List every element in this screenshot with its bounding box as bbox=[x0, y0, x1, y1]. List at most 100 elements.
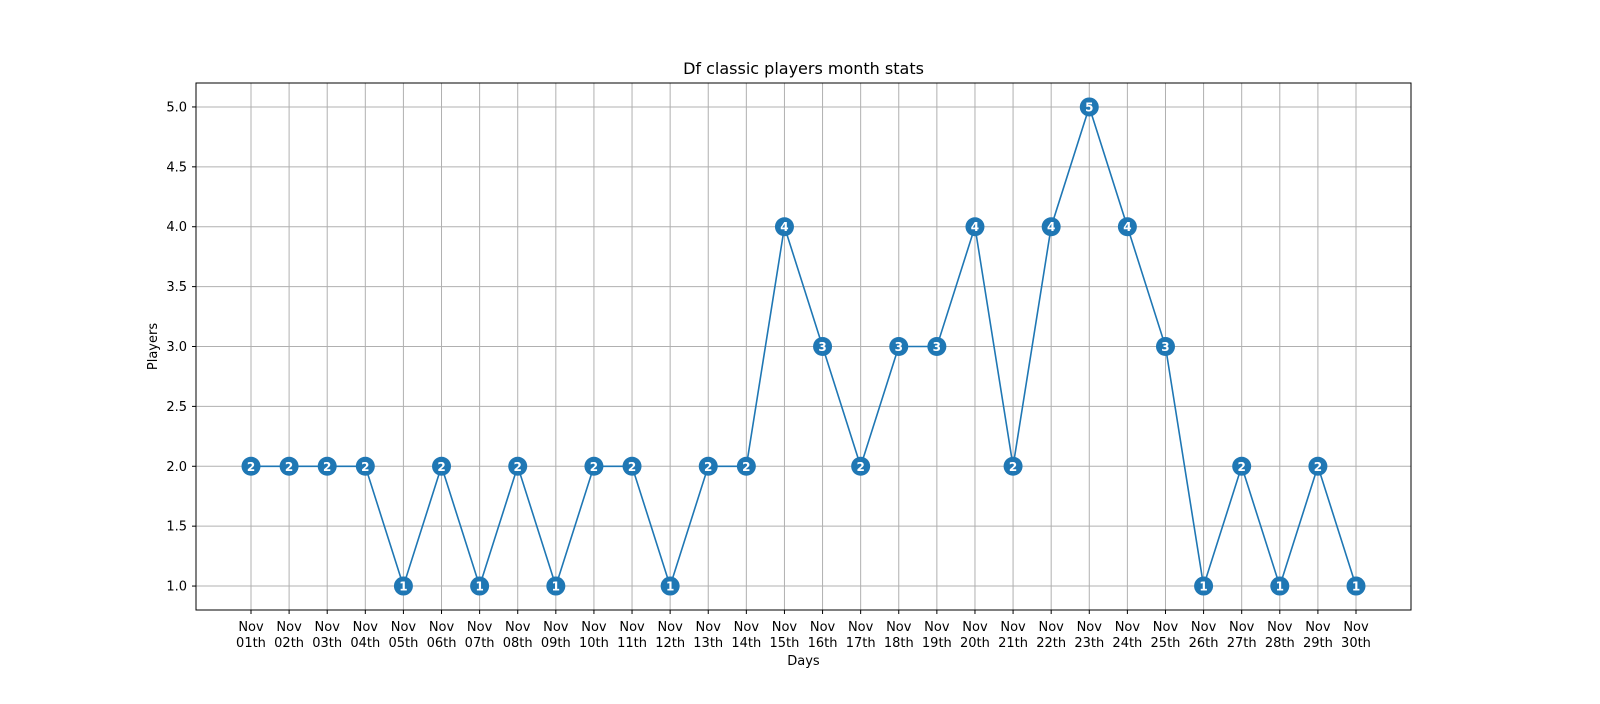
x-tick-label: Nov 13th bbox=[693, 620, 723, 651]
data-point-marker bbox=[889, 337, 909, 356]
series-line bbox=[251, 104, 1357, 589]
grid bbox=[196, 83, 1411, 610]
data-point-marker bbox=[432, 456, 452, 476]
x-tick-label: Nov 16th bbox=[808, 620, 838, 651]
data-label: 3 bbox=[933, 340, 941, 354]
data-point: 1 bbox=[546, 576, 566, 596]
data-label: 2 bbox=[323, 460, 331, 474]
y-tick-label: 4.0 bbox=[166, 220, 187, 235]
y-tick-label: 2.0 bbox=[166, 460, 187, 475]
data-points-layer: 2 2 2 2 1 2 1 2 1 2 2 1 2 2 4 3 2 3 3 4 2 4 5 4 3 1 2 1 2 1 bbox=[241, 97, 1366, 596]
data-label: 4 bbox=[780, 220, 788, 234]
data-label: 2 bbox=[361, 460, 369, 474]
data-label: 3 bbox=[1161, 340, 1169, 354]
x-tick-label: Nov 14th bbox=[731, 620, 761, 651]
x-tick-label: Nov 19th bbox=[922, 620, 952, 651]
data-point-marker bbox=[736, 456, 756, 476]
data-point-marker bbox=[1308, 456, 1328, 476]
data-point: 4 bbox=[774, 217, 794, 237]
x-tick-label: Nov 03th bbox=[312, 620, 342, 651]
data-point: 2 bbox=[317, 456, 337, 476]
data-point: 1 bbox=[1346, 576, 1366, 596]
data-label: 2 bbox=[856, 460, 864, 474]
data-point: 4 bbox=[1117, 217, 1137, 237]
data-point-marker bbox=[241, 456, 261, 476]
x-tick-label: Nov 06th bbox=[427, 620, 457, 651]
data-point: 4 bbox=[965, 217, 985, 237]
x-tick-label: Nov 05th bbox=[388, 620, 418, 651]
y-tick-label: 2.5 bbox=[166, 400, 187, 415]
data-point-marker bbox=[355, 456, 375, 476]
x-tick-label: Nov 28th bbox=[1265, 620, 1295, 651]
x-tick-label: Nov 29th bbox=[1303, 620, 1333, 651]
y-tick-label: 1.0 bbox=[166, 580, 187, 595]
y-tick-label: 5.0 bbox=[166, 100, 187, 115]
x-tick-label: Nov 11th bbox=[617, 620, 647, 651]
data-point-marker bbox=[927, 337, 947, 356]
x-tick-label: Nov 18th bbox=[884, 620, 914, 651]
x-tick-label: Nov 22th bbox=[1036, 620, 1066, 651]
x-tick-label: Nov 17th bbox=[846, 620, 876, 651]
data-point-marker bbox=[584, 456, 604, 476]
data-point: 3 bbox=[889, 337, 909, 356]
y-tick-label: 3.5 bbox=[166, 280, 187, 295]
data-label: 2 bbox=[285, 460, 293, 474]
data-label: 2 bbox=[704, 460, 712, 474]
data-point-marker bbox=[317, 456, 337, 476]
data-label: 2 bbox=[742, 460, 750, 474]
data-point-marker bbox=[1079, 97, 1099, 117]
data-label: 2 bbox=[1314, 460, 1322, 474]
data-label: 1 bbox=[552, 580, 560, 594]
data-point: 2 bbox=[851, 456, 871, 476]
data-point-marker bbox=[1003, 456, 1023, 476]
data-point: 1 bbox=[470, 576, 490, 596]
data-point: 2 bbox=[241, 456, 261, 476]
y-axis-ticks: 1.0 1.5 2.0 2.5 3.0 3.5 4.0 4.5 5.0 bbox=[166, 100, 196, 595]
data-label: 2 bbox=[437, 460, 445, 474]
x-tick-label: Nov 12th bbox=[655, 620, 685, 651]
data-point: 2 bbox=[1003, 456, 1023, 476]
x-axis-ticks: Nov 01th Nov 02th Nov 03th Nov 04th Nov 05th Nov 06… bbox=[236, 610, 1371, 651]
data-point-marker bbox=[1117, 217, 1137, 237]
data-point: 2 bbox=[1232, 456, 1252, 476]
data-point-marker bbox=[774, 217, 794, 237]
data-point-marker bbox=[393, 576, 413, 596]
data-label: 2 bbox=[628, 460, 636, 474]
x-tick-label: Nov 02th bbox=[274, 620, 304, 651]
data-point-marker bbox=[1194, 576, 1214, 596]
data-point: 2 bbox=[1308, 456, 1328, 476]
data-point-marker bbox=[508, 456, 528, 476]
x-tick-label: Nov 25th bbox=[1151, 620, 1181, 651]
x-tick-label: Nov 15th bbox=[770, 620, 800, 651]
data-label: 4 bbox=[971, 220, 979, 234]
x-tick-label: Nov 01th bbox=[236, 620, 266, 651]
data-point-marker bbox=[546, 576, 566, 596]
data-label: 2 bbox=[247, 460, 255, 474]
data-point-marker bbox=[1041, 217, 1061, 237]
data-point: 2 bbox=[279, 456, 299, 476]
data-label: 2 bbox=[1238, 460, 1246, 474]
data-point-marker bbox=[965, 217, 985, 237]
y-tick-label: 3.0 bbox=[166, 340, 187, 355]
data-point: 4 bbox=[1041, 217, 1061, 237]
y-tick-label: 1.5 bbox=[166, 520, 187, 535]
data-label: 3 bbox=[818, 340, 826, 354]
data-point: 2 bbox=[736, 456, 756, 476]
data-point-marker bbox=[851, 456, 871, 476]
x-tick-label: Nov 07th bbox=[465, 620, 495, 651]
data-point-marker bbox=[622, 456, 642, 476]
data-point-marker bbox=[470, 576, 490, 596]
data-point: 2 bbox=[584, 456, 604, 476]
x-axis-title: Days bbox=[787, 654, 820, 669]
data-point: 1 bbox=[660, 576, 680, 596]
data-point-marker bbox=[698, 456, 718, 476]
data-label: 2 bbox=[590, 460, 598, 474]
data-point: 2 bbox=[508, 456, 528, 476]
data-label: 1 bbox=[399, 580, 407, 594]
x-tick-label: Nov 20th bbox=[960, 620, 990, 651]
data-label: 1 bbox=[1352, 580, 1360, 594]
data-point: 2 bbox=[698, 456, 718, 476]
data-point-marker bbox=[660, 576, 680, 596]
data-label: 3 bbox=[895, 340, 903, 354]
